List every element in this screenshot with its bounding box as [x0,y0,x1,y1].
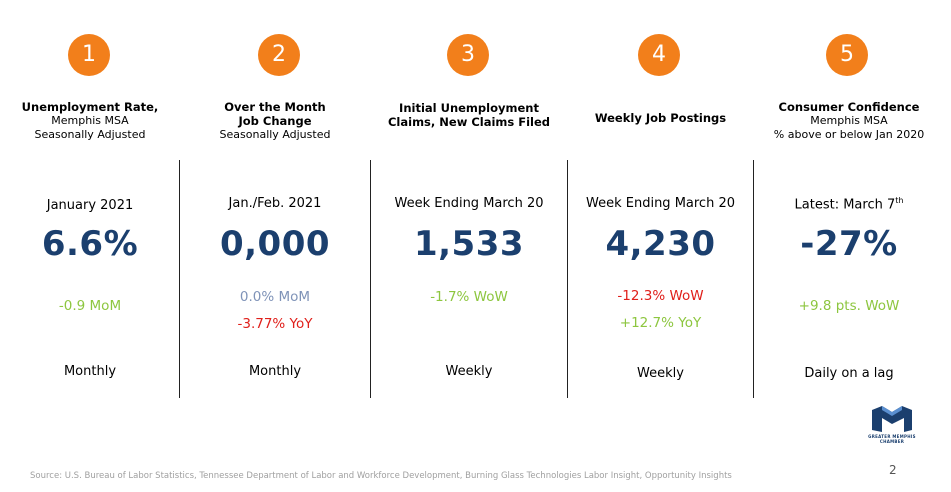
change-1a: -0.9 MoM [58,298,122,314]
frequency-4: Weekly [637,366,684,381]
period-label-1: January 2021 [46,198,134,213]
frequency-2: Monthly [248,364,302,379]
frequency-5: Daily on a lag [804,366,894,381]
title-line: Consumer Confidence [778,100,920,114]
period-text: Latest: March 7 [794,197,896,213]
change-4b: +12.7% YoY [619,315,702,331]
indicator-title-2: Over the Month Job Change Seasonally Adj… [180,100,370,142]
indicator-title-5: Consumer Confidence Memphis MSA % above … [754,100,944,142]
indicator-value-3: 1,533 [413,224,525,264]
title-line: Unemployment Rate, [21,100,159,114]
page-number: 2 [889,463,897,477]
subtitle-line: Seasonally Adjusted [34,128,146,141]
title-line: Weekly Job Postings [594,111,727,125]
step-number-4: 4 [638,34,680,76]
period-label-3: Week Ending March 20 [394,196,544,211]
title-line: Over the Month [224,100,326,114]
chamber-logo-icon: GREATER MEMPHIS CHAMBER [858,402,926,444]
column-divider [179,160,180,398]
source-note: Source: U.S. Bureau of Labor Statistics,… [30,471,732,481]
change-2b: -3.77% YoY [237,316,313,332]
period-label-5: Latest: March 7th [754,196,944,212]
step-number-1: 1 [68,34,110,76]
frequency-1: Monthly [63,364,117,379]
subtitle-line: % above or below Jan 2020 [773,128,925,141]
column-divider [370,160,371,398]
step-number-2: 2 [258,34,300,76]
period-superscript: th [895,196,904,205]
period-label-2: Jan./Feb. 2021 [228,196,322,211]
column-divider [567,160,568,398]
indicator-value-2: 0,000 [219,224,331,264]
step-number-3: 3 [447,34,489,76]
indicator-title-1: Unemployment Rate, Memphis MSA Seasonall… [0,100,180,142]
indicator-value-5: -27% [800,224,898,264]
change-2a: 0.0% MoM [239,289,311,305]
change-5a: +9.8 pts. WoW [798,298,900,314]
change-4a: -12.3% WoW [617,288,704,304]
indicator-title-3: Initial Unemployment Claims, New Claims … [371,101,567,129]
title-line: Initial Unemployment [399,101,539,115]
indicator-title-4: Weekly Job Postings [568,111,753,125]
subtitle-line: Seasonally Adjusted [219,128,331,141]
title-line: Claims, New Claims Filed [387,115,551,129]
subtitle-line: Memphis MSA [51,114,129,127]
column-divider [753,160,754,398]
step-number-5: 5 [826,34,868,76]
indicator-value-1: 6.6% [41,224,139,264]
frequency-3: Weekly [445,364,493,379]
logo-text: GREATER MEMPHIS CHAMBER [868,434,916,444]
title-line: Job Change [238,114,312,128]
change-3a: -1.7% WoW [430,289,508,305]
subtitle-line: Memphis MSA [810,114,888,127]
period-label-4: Week Ending March 20 [586,196,735,211]
indicator-value-4: 4,230 [605,224,716,264]
